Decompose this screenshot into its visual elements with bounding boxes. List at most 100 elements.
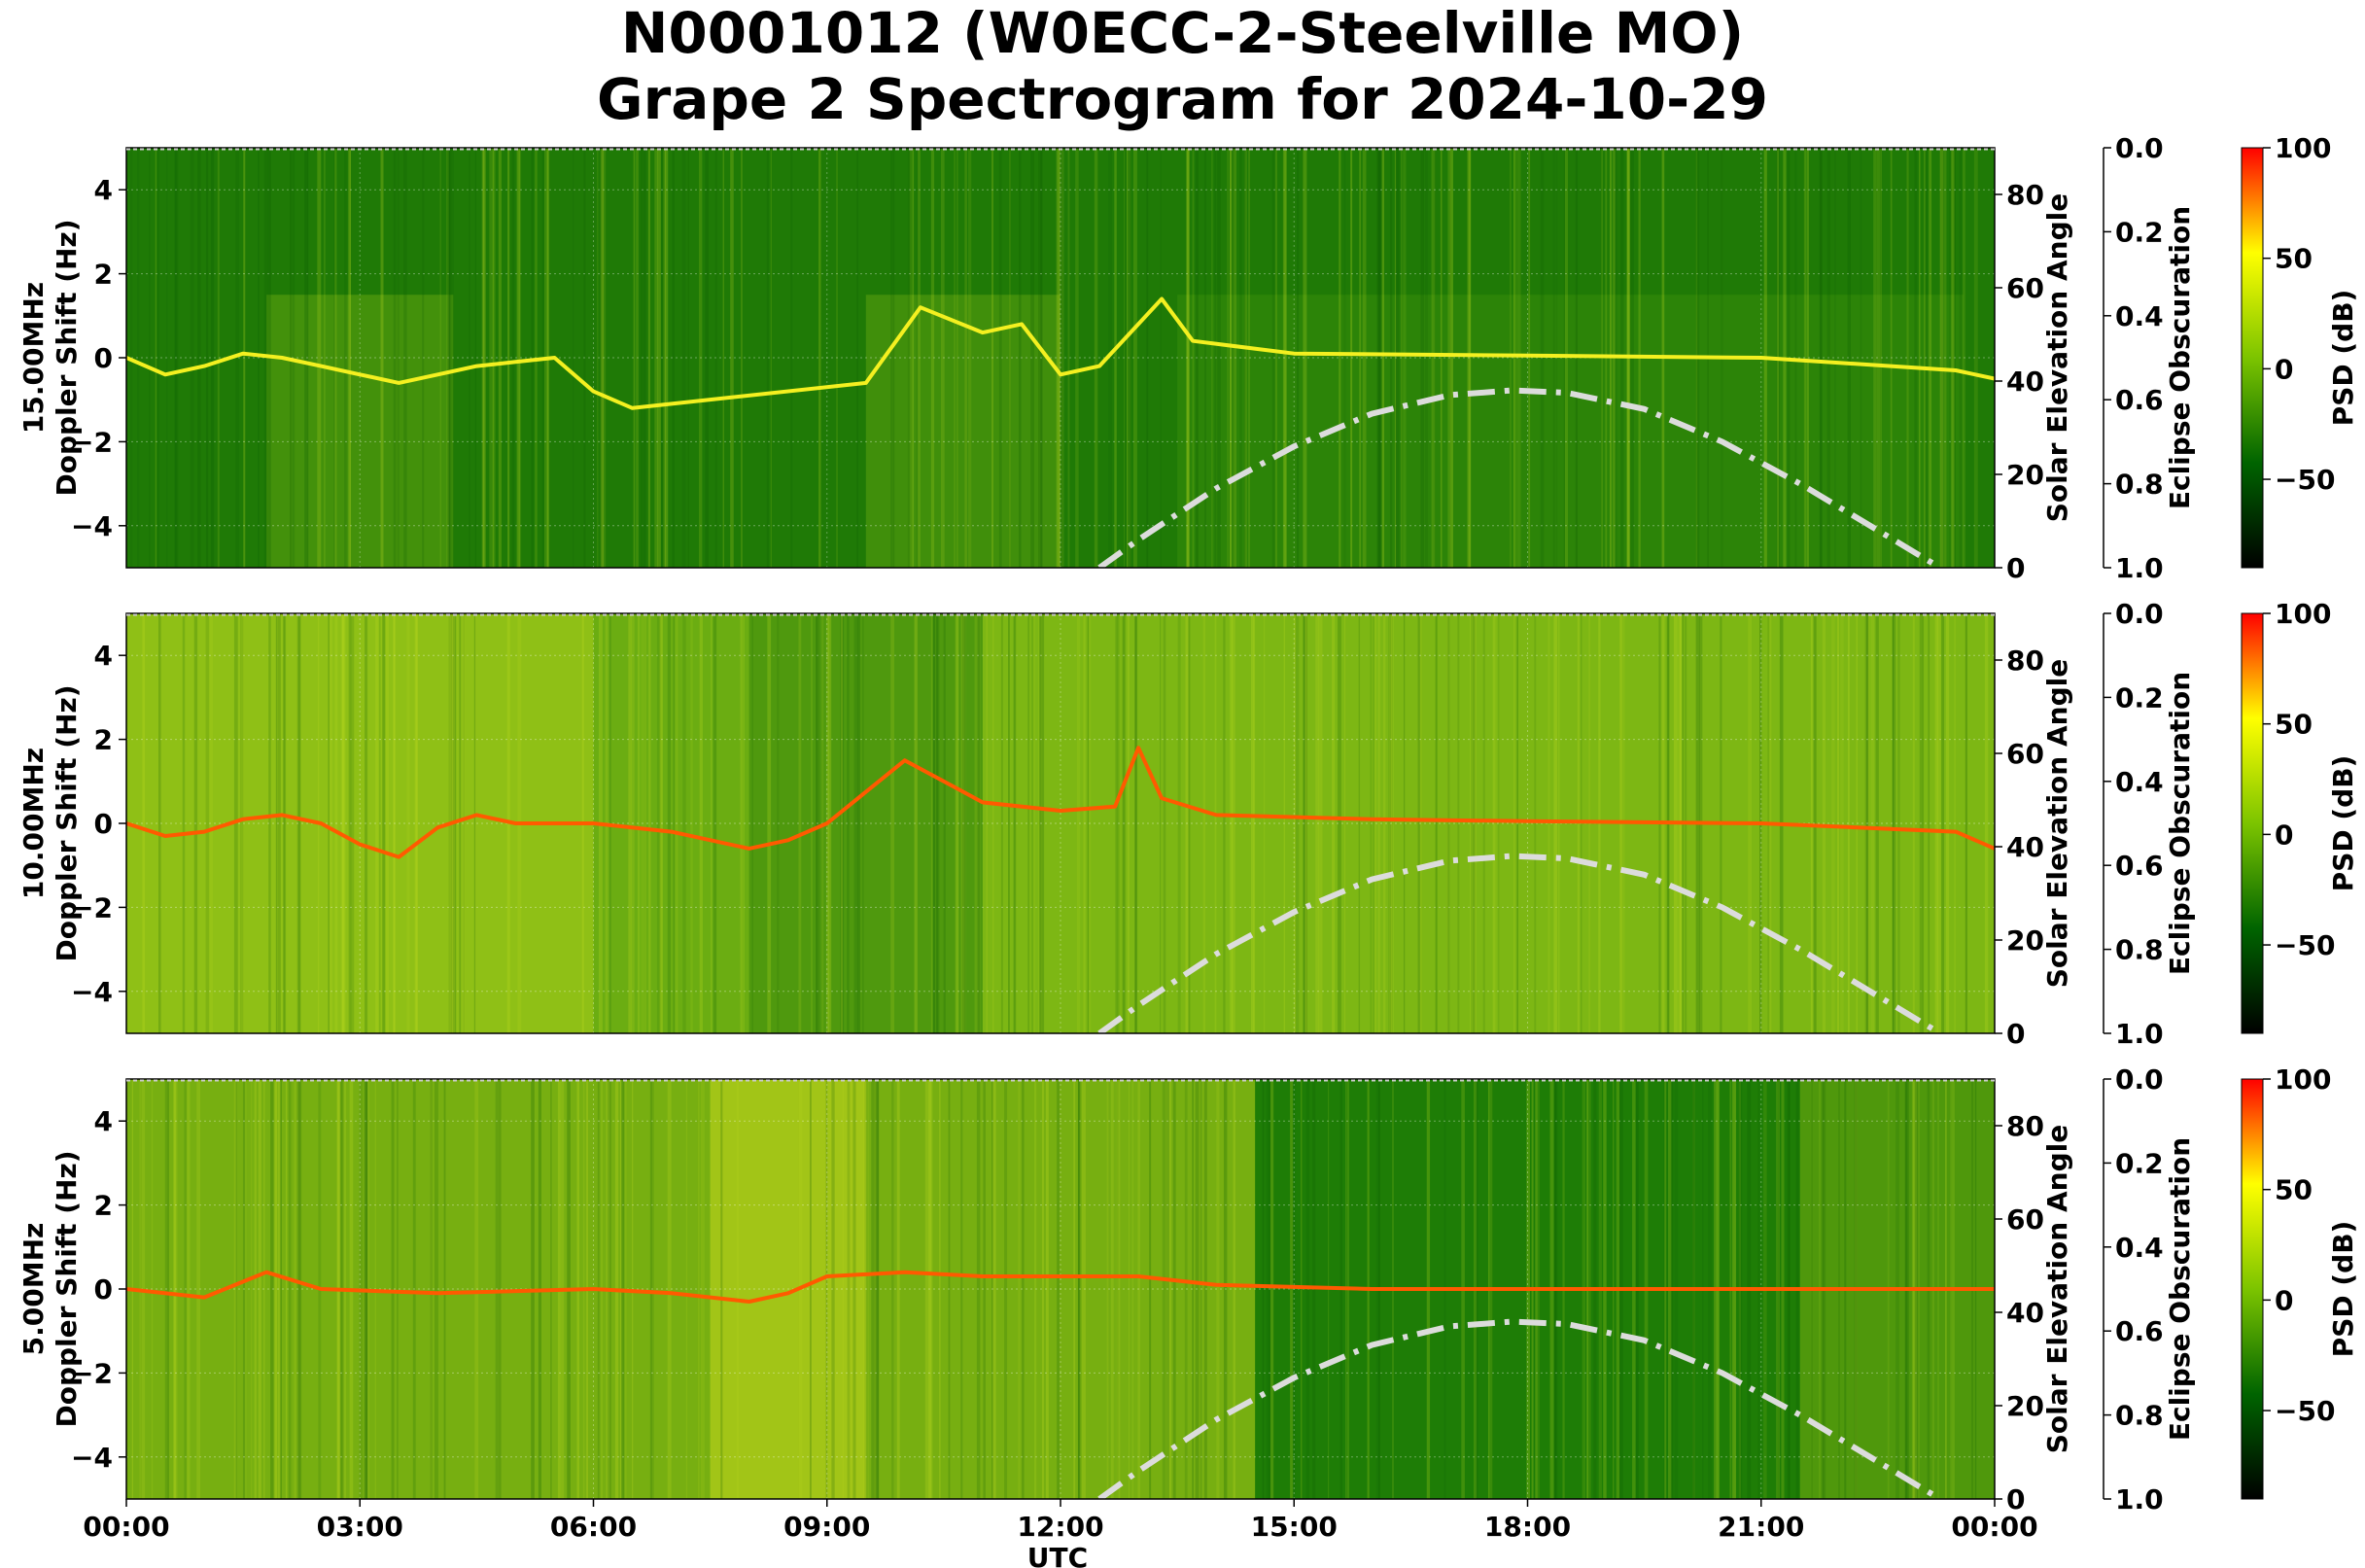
spectrogram-streak: [1134, 613, 1136, 1033]
spectrogram-streak: [1954, 613, 1956, 1033]
spectrogram-streak: [909, 148, 913, 568]
spectrogram-streak: [452, 148, 454, 568]
spectrogram-streak: [1819, 148, 1823, 568]
spectrogram-streak: [1321, 613, 1323, 1033]
spectrogram-streak: [667, 613, 672, 1033]
x-tick-label: 00:00: [83, 1511, 169, 1543]
spectrogram-streak: [1358, 613, 1361, 1033]
spectrogram-streak: [196, 1079, 200, 1499]
spectrogram-streak: [647, 148, 650, 568]
spectrogram-streak: [174, 148, 177, 568]
spectrogram-streak: [166, 148, 168, 568]
spectrogram-streak: [1819, 148, 1823, 568]
spectrogram-streak: [1075, 148, 1079, 568]
spectrogram-streak: [948, 1079, 951, 1499]
spectrogram-streak: [1038, 148, 1042, 568]
spectrogram-streak: [474, 1079, 479, 1499]
spectrogram-streak: [1893, 613, 1896, 1033]
spectrogram-streak: [463, 613, 466, 1033]
spectrogram-streak: [1398, 148, 1401, 568]
spectrogram-streak: [1403, 613, 1406, 1033]
spectrogram-streak: [928, 1079, 932, 1499]
spectrogram-streak: [648, 613, 651, 1033]
spectrogram-streak: [330, 613, 332, 1033]
spectrogram-streak: [1919, 148, 1921, 568]
spectrogram-streak: [1185, 613, 1190, 1033]
spectrogram-streak: [443, 1079, 446, 1499]
spectrogram-streak: [631, 1079, 634, 1499]
spectrogram-streak: [393, 613, 396, 1033]
colorbar-tick-label: 50: [2275, 1174, 2313, 1206]
spectrogram-streak: [348, 148, 351, 568]
eclipse-tick-label: 0.4: [2115, 1232, 2164, 1264]
spectrogram-streak: [1073, 1079, 1076, 1499]
solar-tick-label: 60: [2006, 738, 2044, 770]
spectrogram-streak: [1395, 148, 1399, 568]
spectrogram-streak: [1805, 148, 1809, 568]
spectrogram-streak: [1078, 1079, 1080, 1499]
spectrogram-streak: [159, 613, 161, 1033]
spectrogram-streak: [956, 613, 959, 1033]
spectrogram-streak: [1087, 613, 1089, 1033]
spectrogram-streak: [977, 613, 981, 1033]
spectrogram-streak: [482, 148, 486, 568]
x-tick-label: 09:00: [783, 1511, 870, 1543]
spectrogram-streak: [690, 613, 693, 1033]
spectrogram-streak: [1965, 613, 1967, 1033]
spectrogram-streak: [1870, 613, 1875, 1033]
spectrogram-streak: [1892, 613, 1895, 1033]
spectrogram-streak: [809, 1079, 812, 1499]
spectrogram-streak: [583, 148, 586, 568]
spectrogram-streak: [304, 148, 308, 568]
eclipse-tick-label: 0.6: [2115, 1315, 2164, 1347]
spectrogram-streak: [766, 148, 769, 568]
spectrogram-streak: [1166, 1079, 1170, 1499]
solar-tick-label: 20: [2006, 924, 2044, 957]
colorbar-tick-label: −50: [2275, 929, 2335, 961]
spectrogram-streak: [277, 613, 281, 1033]
spectrogram-streak: [1949, 148, 1951, 568]
spectrogram-streak: [1192, 1079, 1195, 1499]
spectrogram-streak: [852, 1079, 856, 1499]
spectrogram-streak: [663, 148, 666, 568]
spectrogram-streak: [1962, 148, 1965, 568]
spectrogram-streak: [473, 613, 476, 1033]
solar-tick-label: 40: [2006, 831, 2044, 863]
spectrogram-streak: [149, 148, 151, 568]
spectrogram-streak: [1897, 613, 1900, 1033]
spectrogram-streak: [403, 148, 407, 568]
spectrogram-streak: [270, 1079, 274, 1499]
spectrogram-streak: [939, 1079, 941, 1499]
spectrogram-streak: [317, 148, 322, 568]
spectrogram-streak: [1457, 613, 1460, 1033]
spectrogram-streak: [1390, 613, 1393, 1033]
spectrogram-band: [748, 613, 983, 1033]
spectrogram-streak: [628, 613, 632, 1033]
spectrogram-streak: [498, 148, 502, 568]
spectrogram-streak: [974, 613, 978, 1033]
spectrogram-streak: [1211, 148, 1213, 568]
spectrogram-streak: [197, 148, 201, 568]
colorbar-label: PSD (dB): [2327, 1221, 2359, 1358]
spectrogram-streak: [235, 148, 240, 568]
solar-elevation-curve: [1097, 853, 1942, 1033]
spectrogram-streak: [1106, 1079, 1110, 1499]
spectrogram-streak: [1304, 613, 1307, 1033]
spectrogram-streak: [1847, 148, 1851, 568]
spectrogram-streak: [890, 148, 893, 568]
spectrogram-streak: [991, 148, 994, 568]
spectrogram-streak: [1803, 148, 1806, 568]
spectrogram-band: [266, 295, 454, 568]
spectrogram-streak: [240, 613, 244, 1033]
spectrogram-streak: [1146, 148, 1149, 568]
spectrogram-streak: [777, 613, 780, 1033]
spectrogram-streak: [673, 613, 676, 1033]
spectrogram-streak: [600, 148, 604, 568]
spectrogram-streak: [268, 613, 271, 1033]
spectrogram-streak: [976, 1079, 981, 1499]
spectrogram-streak: [1973, 148, 1978, 568]
spectrogram-streak: [1449, 148, 1453, 568]
spectrogram-streak: [489, 148, 493, 568]
solar-tick-label: 80: [2006, 179, 2044, 211]
spectrogram-streak: [1296, 148, 1300, 568]
